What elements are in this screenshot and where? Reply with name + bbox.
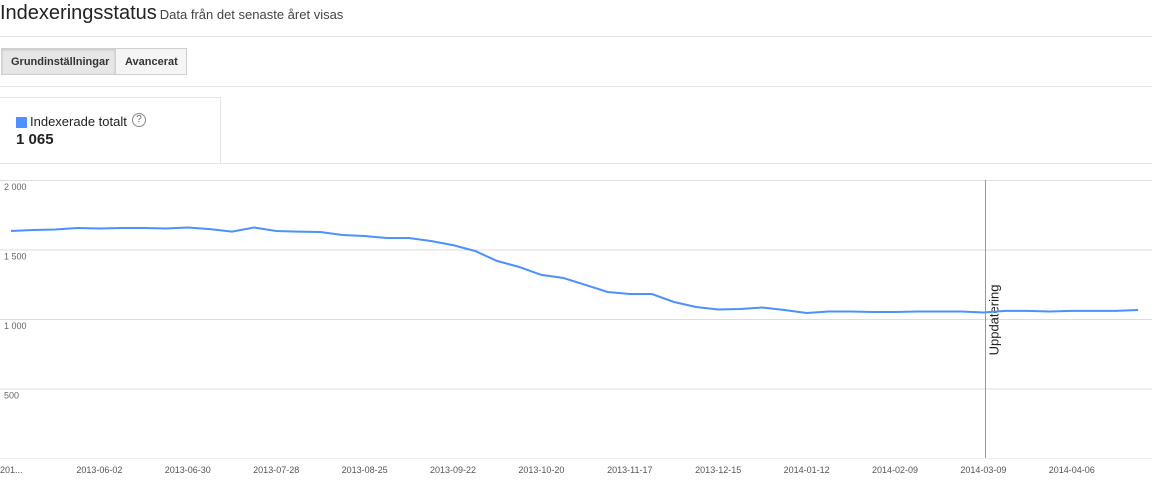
y-tick-label: 500	[4, 391, 19, 401]
total-value: 1 065	[16, 131, 54, 148]
help-icon[interactable]: ?	[132, 113, 146, 127]
annotation-label: Uppdatering	[987, 285, 1002, 356]
x-tick-label: 2014-01-12	[784, 465, 830, 475]
x-tick-label: 2013-10-20	[518, 465, 564, 475]
x-tick-label: 2013-11-17	[607, 465, 652, 475]
legend-label: Indexerade totalt	[30, 114, 127, 129]
separator	[0, 163, 1152, 164]
page-title: Indexeringsstatus Data från det senaste å…	[0, 2, 343, 25]
x-tick-label: 2014-03-09	[960, 465, 1006, 475]
x-tick-label: 2014-02-09	[872, 465, 918, 475]
legend-swatch	[16, 117, 27, 128]
separator	[0, 86, 1152, 87]
x-tick-label: 2014-04-06	[1049, 465, 1095, 475]
y-tick-label: 2 000	[4, 182, 27, 192]
x-tick-label: 2013-08-25	[342, 465, 388, 475]
tab-basic[interactable]: Grundinställningar	[1, 48, 116, 75]
x-tick-label: 2013-07-28	[253, 465, 299, 475]
data-line	[10, 226, 1139, 315]
separator	[0, 36, 1152, 37]
title-text: Indexeringsstatus	[0, 2, 157, 24]
subtitle: Data från det senaste året visas	[159, 7, 344, 22]
y-tick-label: 1 500	[4, 252, 27, 262]
summary-box: Indexerade totalt ? 1 065	[0, 97, 221, 164]
x-tick-label: 2013-09-22	[430, 465, 476, 475]
x-tick-label: 2013-06-30	[165, 465, 211, 475]
x-tick-label: 201...	[0, 465, 23, 475]
tab-advanced[interactable]: Avancerat	[115, 48, 187, 75]
x-tick-label: 2013-06-02	[76, 465, 122, 475]
x-tick-label: 2013-12-15	[695, 465, 741, 475]
y-tick-label: 1 000	[4, 321, 27, 331]
